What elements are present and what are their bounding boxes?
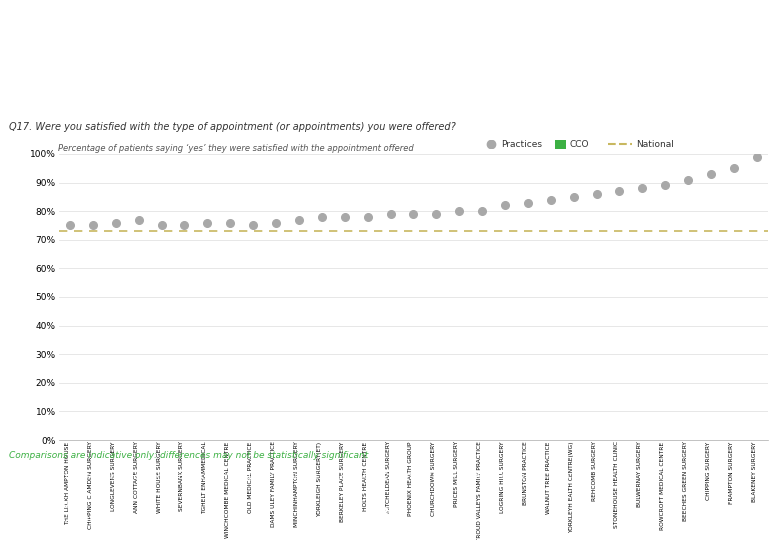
Text: CCO: CCO	[569, 140, 589, 149]
Text: 33: 33	[379, 507, 401, 522]
Text: Q17. Were you satisfied with the type of appointment (or appointments) you were : Q17. Were you satisfied with the type of…	[9, 122, 456, 132]
Text: National: National	[636, 140, 674, 149]
Text: Ipsos: Ipsos	[713, 507, 742, 516]
Text: how the CCG’s practices compare: how the CCG’s practices compare	[9, 70, 324, 89]
Text: Base: All who tried to make an appointment since being registered: National (711: Base: All who tried to make an appointme…	[9, 472, 587, 481]
Text: Practices: Practices	[502, 140, 543, 149]
Text: Comparisons are indicative only: differences may not be statistically significan: Comparisons are indicative only: differe…	[9, 451, 369, 460]
Text: Ipsos MORI: Ipsos MORI	[9, 500, 70, 510]
Text: MORI: MORI	[718, 523, 736, 530]
Text: Satisfaction with appointment offered:: Satisfaction with appointment offered:	[9, 23, 375, 40]
Text: Social Research Institute: Social Research Institute	[9, 515, 108, 524]
Text: Percentage of patients saying ‘yes’ they were satisfied with the appointment off: Percentage of patients saying ‘yes’ they…	[58, 144, 414, 153]
Text: © Ipsos MORI    18 -042653 -01 | Version 1 | Public: © Ipsos MORI 18 -042653 -01 | Version 1 …	[9, 534, 187, 540]
